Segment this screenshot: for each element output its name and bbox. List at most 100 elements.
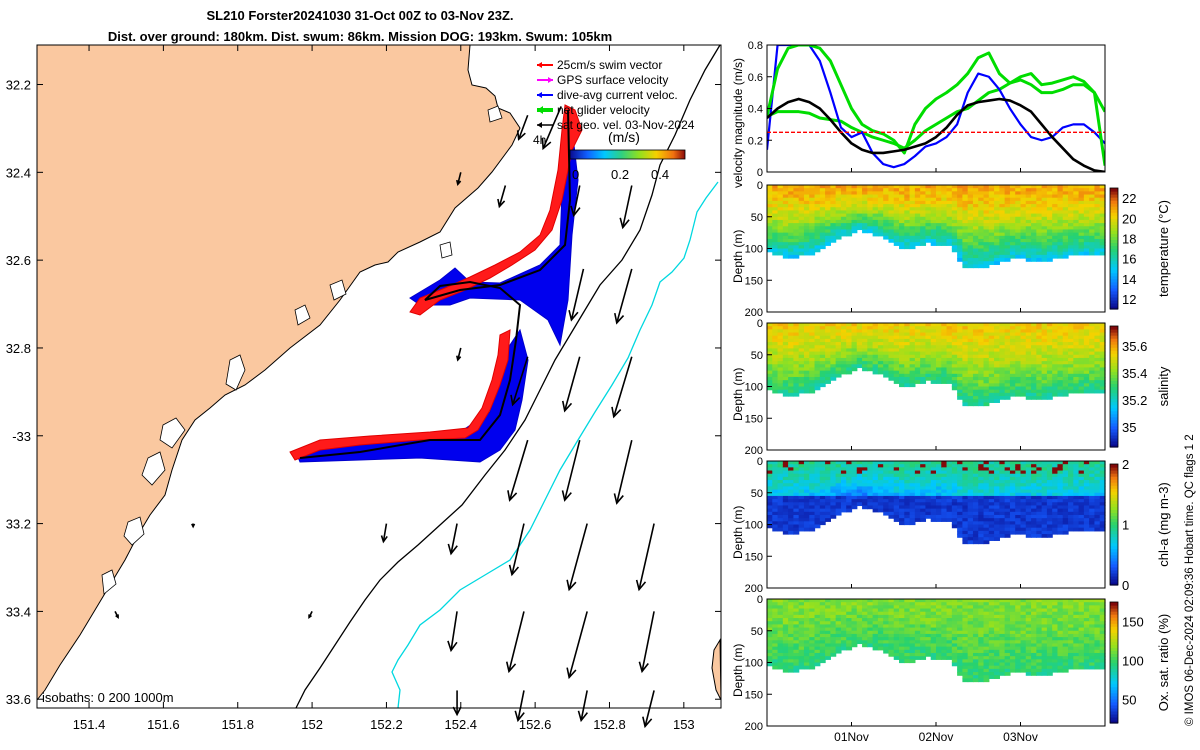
section-cell — [809, 223, 816, 227]
section-cell — [1052, 194, 1059, 199]
section-cell — [825, 630, 831, 635]
section-cell — [846, 467, 853, 472]
section-cell — [899, 643, 905, 648]
section-cell — [793, 495, 800, 500]
section-cell — [1089, 245, 1096, 250]
section-cell — [1020, 476, 1027, 481]
section-cell — [925, 338, 932, 343]
section-cell — [1073, 464, 1080, 468]
section-cell — [877, 207, 884, 211]
section-cell — [772, 361, 779, 365]
section-cell — [1015, 329, 1022, 334]
section-cell — [904, 226, 911, 231]
section-cell — [988, 386, 995, 391]
section-cell — [1036, 530, 1043, 535]
section-cell — [772, 665, 779, 670]
section-cell — [978, 499, 985, 503]
section-cell — [978, 264, 985, 269]
sat-geo-vector — [541, 106, 562, 151]
section-cell — [967, 351, 974, 356]
section-cell — [909, 630, 916, 635]
section-cell — [777, 213, 784, 218]
section-cell — [803, 204, 810, 208]
section-cell — [899, 630, 905, 635]
section-cell — [962, 534, 969, 538]
section-cell — [999, 348, 1006, 353]
section-cell — [798, 662, 805, 667]
section-cell — [1036, 364, 1043, 369]
sat-geo-vector-head — [642, 716, 653, 729]
section-cell — [856, 633, 863, 638]
section-cell — [1057, 518, 1064, 522]
section-cell — [1046, 380, 1053, 384]
section-cell — [793, 621, 800, 625]
section-cell — [904, 367, 911, 372]
section-cell — [777, 197, 784, 202]
section-cell — [862, 633, 868, 638]
section-cell — [825, 229, 831, 234]
section-cell — [872, 357, 879, 362]
section-cell — [830, 342, 837, 346]
sat-geo-vector-shaft — [616, 268, 633, 324]
section-cell — [856, 219, 863, 224]
section-cell — [904, 508, 911, 513]
section-cell — [962, 511, 969, 516]
section-cell — [909, 627, 916, 632]
section-cell — [978, 537, 985, 541]
section-cell — [867, 348, 874, 353]
section-cell — [978, 483, 985, 487]
map-x-axis: 151.4 151.6 151.8 152 152.2 152.4 152.6 152.8 15… — [73, 45, 695, 732]
section-cell — [994, 505, 1000, 510]
section-cell — [888, 608, 895, 613]
section-cell — [899, 495, 905, 500]
section-cell — [967, 188, 974, 192]
section-cell — [909, 518, 916, 522]
section-cell — [1089, 345, 1096, 349]
section-cell — [962, 348, 969, 353]
section-cell — [1015, 505, 1022, 510]
section-cell — [1031, 476, 1037, 481]
section-cell — [872, 643, 879, 648]
section-cell — [1036, 254, 1043, 259]
sat-geo-vector-head — [447, 543, 458, 556]
section-cell — [967, 508, 974, 513]
section-cell — [888, 618, 895, 622]
section-cell — [1036, 389, 1043, 394]
section-cell — [951, 367, 958, 372]
section-cell — [1052, 210, 1059, 215]
section-cell — [962, 480, 969, 484]
section-colorbar-segment — [1110, 272, 1118, 277]
section-cell — [803, 483, 810, 487]
section-cell — [1099, 351, 1106, 356]
section-cell — [909, 502, 916, 507]
section-cell — [798, 476, 805, 481]
section-cell — [856, 473, 863, 478]
section-cell — [941, 348, 948, 353]
section-cell — [840, 646, 847, 651]
section-cell — [914, 630, 921, 635]
section-cell — [872, 614, 879, 619]
section-cell — [872, 200, 879, 205]
section-cell — [920, 505, 927, 510]
section-cell — [782, 514, 789, 519]
section-cell — [967, 467, 974, 472]
section-cell — [851, 473, 858, 478]
section-cell — [793, 646, 800, 651]
section-cell — [835, 342, 842, 346]
section-colorbar-segment — [1110, 227, 1118, 231]
section-cell — [893, 332, 900, 337]
section-cell — [1015, 511, 1022, 516]
section-cell — [946, 335, 953, 340]
section-cell — [862, 489, 868, 494]
section-cell — [972, 197, 979, 202]
section-cell — [893, 480, 900, 484]
section-cell — [946, 345, 953, 349]
section-cell — [862, 207, 868, 211]
section-cell — [835, 630, 842, 635]
section-cell — [999, 235, 1006, 240]
section-cell — [782, 380, 789, 384]
section-cell — [1099, 248, 1106, 253]
section-cell — [1062, 467, 1069, 472]
section-cell — [782, 665, 789, 670]
section-cell — [1078, 197, 1085, 202]
